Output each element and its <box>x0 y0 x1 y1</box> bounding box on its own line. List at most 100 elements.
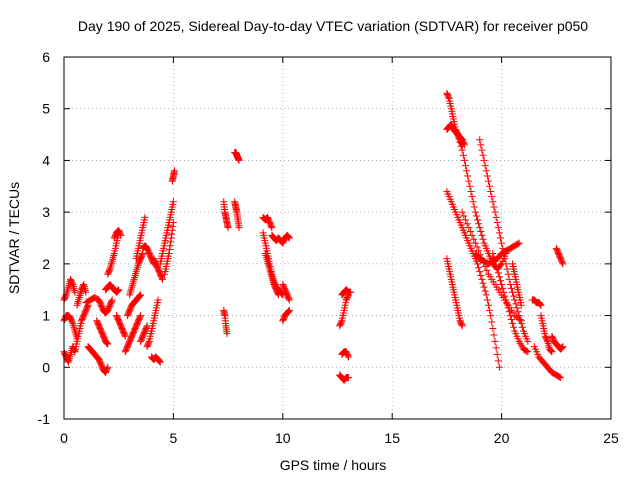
data-point <box>63 287 71 295</box>
data-point <box>460 141 468 149</box>
data-point <box>70 346 78 354</box>
data-point <box>491 257 499 265</box>
data-point <box>461 162 469 170</box>
data-point <box>484 301 492 309</box>
data-point <box>131 271 139 279</box>
data-point <box>481 287 489 295</box>
data-point <box>509 288 517 296</box>
data-point <box>154 296 162 304</box>
data-point <box>502 260 510 268</box>
data-point <box>514 308 522 316</box>
data-point <box>235 224 243 232</box>
data-point <box>108 259 116 267</box>
data-point <box>487 187 495 195</box>
data-point <box>481 162 489 170</box>
data-point <box>507 284 515 292</box>
data-point <box>479 279 487 287</box>
data-point <box>224 224 232 232</box>
data-point <box>143 323 151 331</box>
data-point <box>137 291 145 299</box>
data-point <box>493 350 501 358</box>
data-point <box>145 339 153 347</box>
data-point <box>465 177 473 185</box>
data-point <box>498 281 506 289</box>
data-point <box>494 357 502 365</box>
data-point <box>484 177 492 185</box>
data-point <box>114 286 122 294</box>
data-point <box>347 288 355 296</box>
data-point <box>70 323 78 331</box>
data-point <box>536 300 544 308</box>
data-point <box>503 300 511 308</box>
data-point <box>472 212 480 220</box>
data-point <box>166 246 174 254</box>
data-point <box>137 312 145 320</box>
data-point <box>166 242 174 250</box>
data-point <box>103 365 111 373</box>
data-point <box>501 292 509 300</box>
data-point <box>285 306 293 314</box>
data-point <box>475 220 483 228</box>
data-point <box>493 265 501 273</box>
data-point <box>268 224 276 232</box>
tick-marks <box>63 56 612 420</box>
data-point <box>474 216 482 224</box>
data-point <box>76 292 84 300</box>
data-point <box>488 318 496 326</box>
data-point <box>75 293 83 301</box>
data-point <box>483 266 491 274</box>
data-point <box>109 255 117 263</box>
data-point <box>482 167 490 175</box>
data-point <box>461 216 469 224</box>
data-point <box>463 167 471 175</box>
y-tick-label: 0 <box>42 359 50 375</box>
data-point <box>558 344 566 352</box>
data-point <box>155 357 163 365</box>
data-point <box>558 259 566 267</box>
data-point <box>121 332 129 340</box>
data-point <box>489 250 497 258</box>
data-point <box>337 318 345 326</box>
data-point <box>115 286 123 294</box>
data-point <box>478 146 486 154</box>
data-point <box>75 295 83 303</box>
data-point <box>493 218 501 226</box>
data-point <box>103 339 111 347</box>
data-point <box>169 198 177 206</box>
data-point <box>108 296 116 304</box>
data-point <box>465 224 473 232</box>
data-point <box>499 244 507 252</box>
data-point <box>70 325 78 333</box>
data-point <box>133 264 141 272</box>
data-point <box>344 353 352 361</box>
data-point <box>110 251 118 259</box>
data-point <box>70 286 78 294</box>
data-point <box>460 212 468 220</box>
data-point <box>74 297 82 305</box>
data-point <box>498 239 506 247</box>
data-point <box>135 292 143 300</box>
data-point <box>168 226 176 234</box>
data-point <box>513 304 521 312</box>
x-tick-label: 5 <box>170 430 178 446</box>
data-point <box>487 312 495 320</box>
data-point <box>479 151 487 159</box>
y-tick-label: 2 <box>42 256 50 272</box>
data-point <box>285 234 293 242</box>
data-point <box>458 146 466 154</box>
y-tick-label: 5 <box>42 101 50 117</box>
data-point <box>517 301 525 309</box>
data-point <box>463 220 471 228</box>
y-tick-label: 1 <box>42 308 50 324</box>
data-point <box>490 253 498 261</box>
data-point <box>132 270 140 278</box>
data-point <box>82 288 90 296</box>
data-point <box>109 253 117 261</box>
data-point <box>495 229 503 237</box>
data-point <box>490 331 498 339</box>
data-point <box>68 318 76 326</box>
x-axis-label: GPS time / hours <box>280 457 387 473</box>
data-point <box>480 156 488 164</box>
data-point <box>478 275 486 283</box>
data-point <box>70 284 78 292</box>
